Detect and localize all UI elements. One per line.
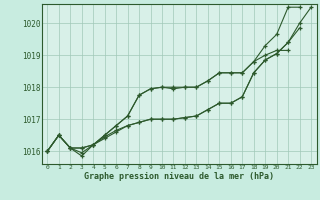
X-axis label: Graphe pression niveau de la mer (hPa): Graphe pression niveau de la mer (hPa) <box>84 172 274 181</box>
